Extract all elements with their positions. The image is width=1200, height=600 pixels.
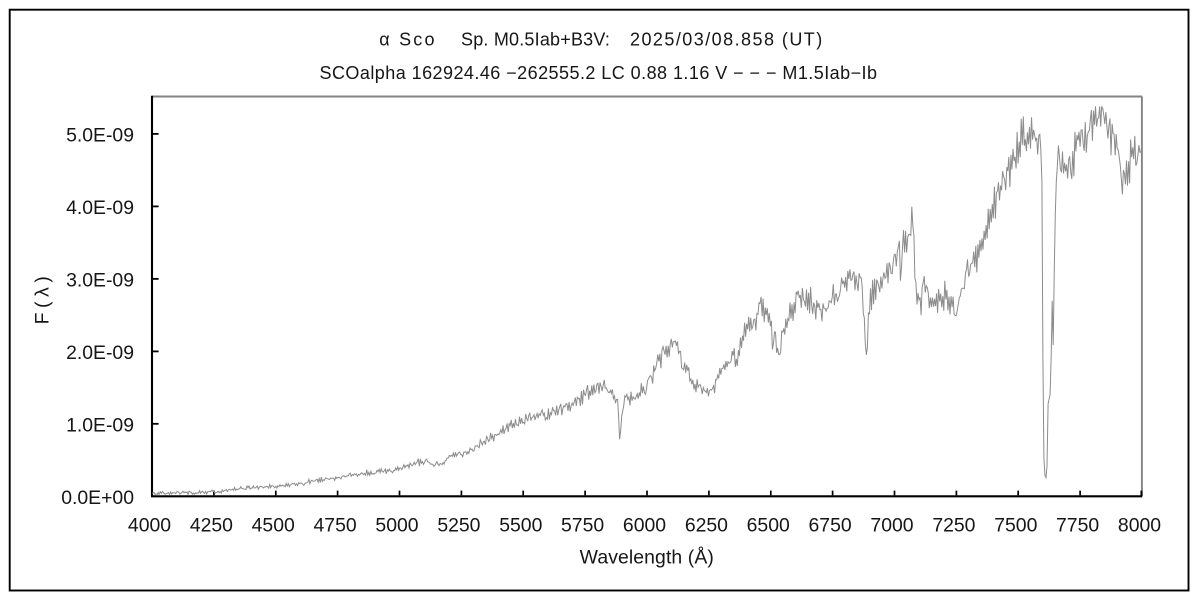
svg-text:5250: 5250 — [437, 514, 480, 536]
svg-text:1.0E-09: 1.0E-09 — [66, 414, 134, 436]
svg-text:Wavelength (Å): Wavelength (Å) — [580, 545, 714, 568]
svg-text:0.0E+00: 0.0E+00 — [61, 487, 134, 509]
svg-text:6500: 6500 — [747, 514, 790, 536]
svg-text:Sp. M0.5Iab+B3V:: Sp. M0.5Iab+B3V: — [461, 29, 610, 49]
svg-text:5750: 5750 — [561, 514, 604, 536]
svg-text:4000: 4000 — [128, 514, 171, 536]
svg-text:6000: 6000 — [623, 514, 666, 536]
svg-text:4750: 4750 — [314, 514, 357, 536]
svg-text:5500: 5500 — [499, 514, 542, 536]
svg-text:3.0E-09: 3.0E-09 — [66, 270, 134, 292]
svg-text:α Sco: α Sco — [379, 29, 436, 49]
svg-text:4.0E-09: 4.0E-09 — [66, 197, 134, 219]
svg-text:4500: 4500 — [252, 514, 295, 536]
svg-text:SCOalpha 162924.46 −262555.2 L: SCOalpha 162924.46 −262555.2 LC 0.88 1.1… — [320, 63, 878, 83]
svg-text:2025/03/08.858 (UT): 2025/03/08.858 (UT) — [630, 29, 824, 49]
svg-text:7250: 7250 — [932, 514, 975, 536]
svg-text:F(λ): F(λ) — [32, 272, 54, 325]
svg-text:4250: 4250 — [190, 514, 233, 536]
svg-text:7000: 7000 — [870, 514, 913, 536]
svg-text:2.0E-09: 2.0E-09 — [66, 342, 134, 364]
svg-text:7750: 7750 — [1056, 514, 1099, 536]
svg-text:8000: 8000 — [1118, 514, 1161, 536]
svg-text:6250: 6250 — [685, 514, 728, 536]
svg-text:7500: 7500 — [994, 514, 1037, 536]
svg-text:5.0E-09: 5.0E-09 — [66, 125, 134, 147]
svg-text:5000: 5000 — [375, 514, 418, 536]
svg-text:6750: 6750 — [809, 514, 852, 536]
